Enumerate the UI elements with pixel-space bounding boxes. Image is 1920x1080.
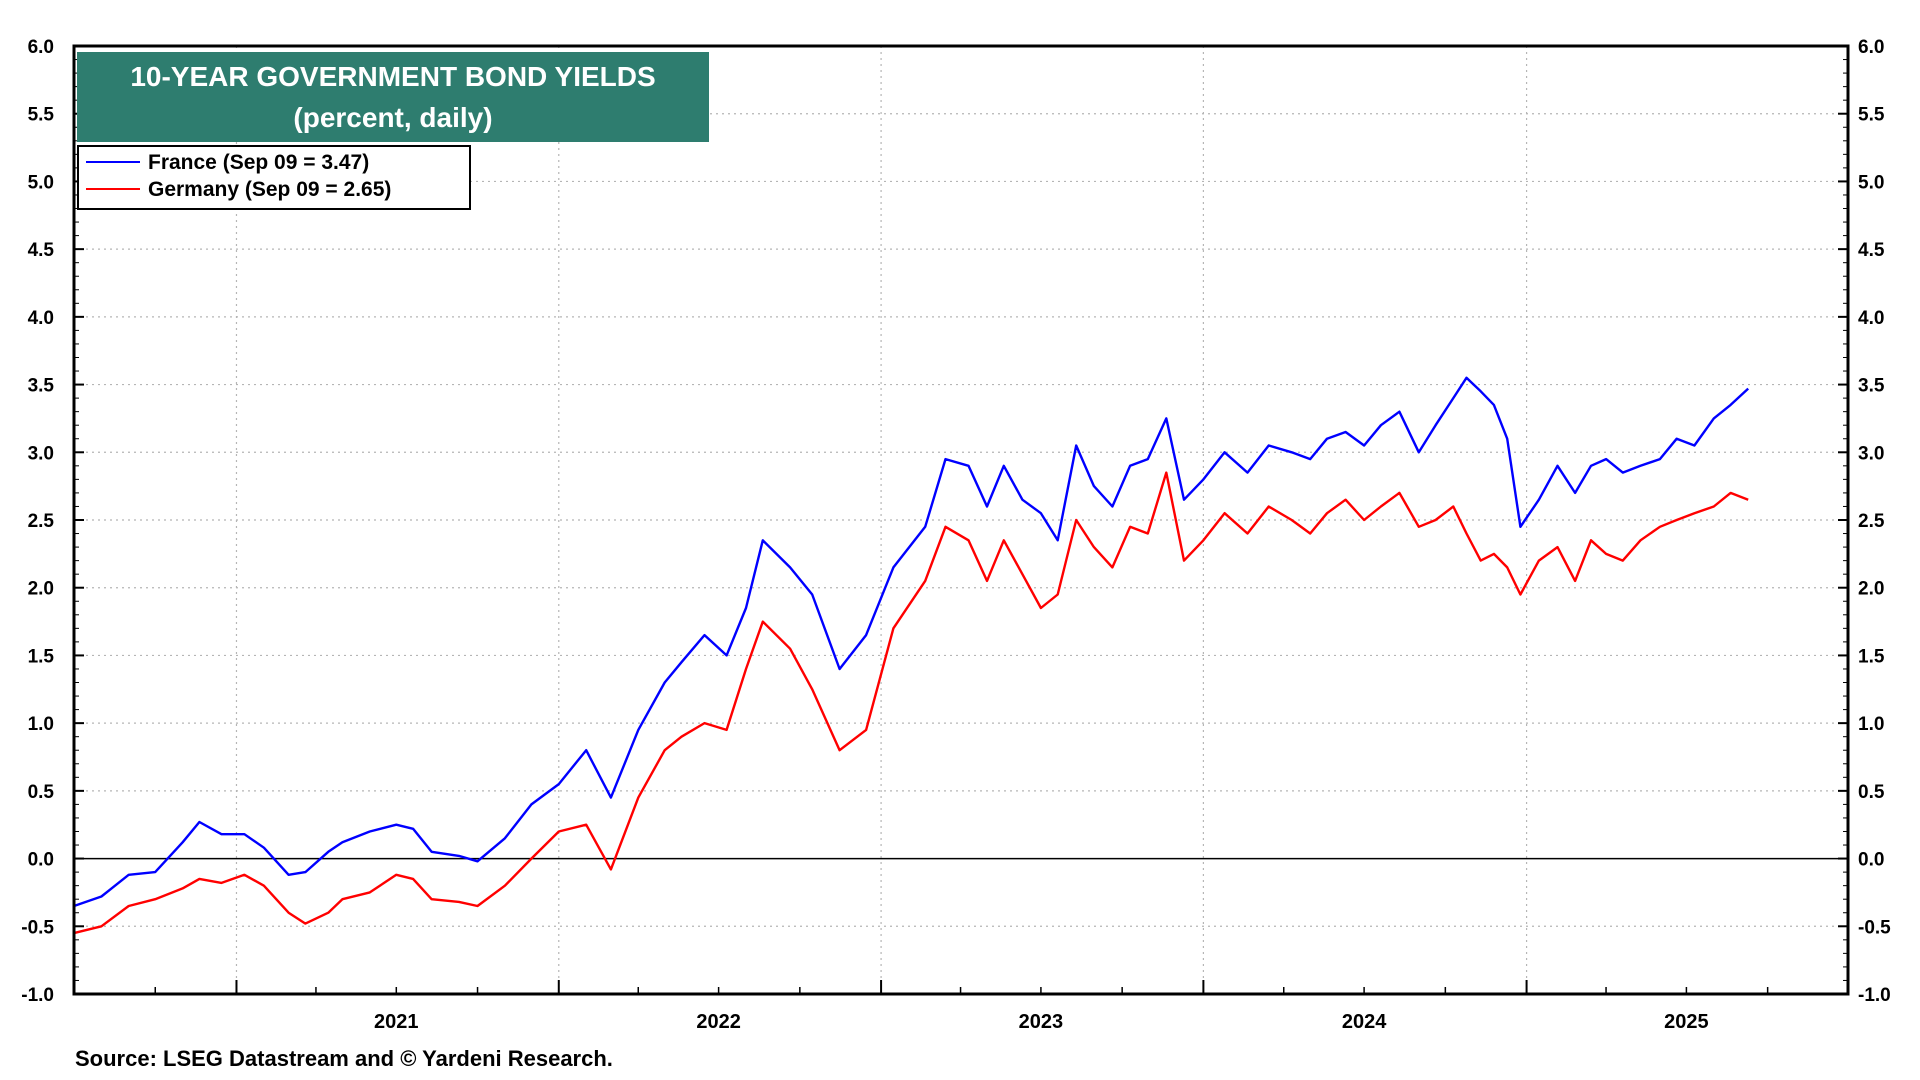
y-tick-label-left: 5.0 — [28, 172, 54, 193]
y-tick-label-left: 6.0 — [28, 37, 54, 58]
y-tick-label-right: 2.0 — [1858, 579, 1884, 600]
y-tick-label-left: 2.0 — [28, 579, 54, 600]
y-tick-label-left: 1.0 — [28, 714, 54, 735]
y-tick-label-right: 2.5 — [1858, 511, 1885, 532]
y-tick-label-right: -0.5 — [1858, 917, 1891, 938]
y-tick-label-right: 4.0 — [1858, 308, 1884, 329]
y-tick-label-right: 1.5 — [1858, 646, 1885, 667]
chart-subtitle: (percent, daily) — [293, 102, 492, 133]
legend-box — [77, 145, 471, 210]
y-tick-label-left: 0.0 — [28, 850, 54, 871]
y-tick-label-right: 0.0 — [1858, 850, 1884, 871]
y-tick-label-left: -0.5 — [21, 917, 54, 938]
x-axis: 2021 2022 2023 2024 2025 — [154, 980, 1769, 1033]
plot-frame — [72, 44, 1850, 996]
y-tick-label-right: 1.0 — [1858, 714, 1884, 735]
y-tick-label-left: 5.5 — [28, 105, 55, 126]
y-axis-left: 6.0 5.5 5.0 4.5 4.0 3.5 3.0 2.5 2.0 1.5 1.0 0.5 0.0 -… — [21, 37, 84, 1006]
y-tick-label-right: -1.0 — [1858, 985, 1891, 1006]
y-tick-label-right: 3.5 — [1858, 376, 1885, 397]
grid — [74, 46, 1848, 994]
y-tick-label-left: 1.5 — [28, 646, 55, 667]
x-tick-label: 2023 — [1019, 1011, 1064, 1033]
y-tick-label-right: 5.0 — [1858, 172, 1884, 193]
y-tick-label-left: 3.0 — [28, 443, 54, 464]
legend: France (Sep 09 = 3.47) Germany (Sep 09 =… — [77, 145, 471, 210]
y-tick-label-left: 0.5 — [28, 782, 55, 803]
y-axis-right: 6.0 5.5 5.0 4.5 4.0 3.5 3.0 2.5 2.0 1.5 1.0 0.5 0.0 -… — [1838, 37, 1891, 1006]
y-tick-label-left: 4.0 — [28, 308, 54, 329]
legend-label-germany: Germany (Sep 09 = 2.65) — [148, 178, 391, 201]
y-tick-label-right: 6.0 — [1858, 37, 1884, 58]
y-tick-label-right: 0.5 — [1858, 782, 1885, 803]
title-box: 10-YEAR GOVERNMENT BOND YIELDS (percent,… — [77, 52, 709, 142]
series-line-germany — [73, 471, 1749, 935]
x-tick-label: 2024 — [1342, 1011, 1387, 1033]
source-note: Source: LSEG Datastream and © Yardeni Re… — [75, 1046, 613, 1071]
x-tick-label: 2021 — [374, 1011, 419, 1033]
y-tick-label-right: 4.5 — [1858, 240, 1885, 261]
series-group — [73, 376, 1750, 935]
x-tick-label: 2022 — [696, 1011, 741, 1033]
title-background — [77, 52, 709, 142]
y-tick-label-left: 2.5 — [28, 511, 55, 532]
y-tick-label-right: 3.0 — [1858, 443, 1884, 464]
legend-label-france: France (Sep 09 = 3.47) — [148, 151, 369, 174]
chart-title: 10-YEAR GOVERNMENT BOND YIELDS — [130, 61, 655, 92]
y-tick-label-left: -1.0 — [21, 985, 54, 1006]
x-tick-label: 2025 — [1664, 1011, 1709, 1033]
y-tick-label-left: 3.5 — [28, 376, 55, 397]
y-tick-label-right: 5.5 — [1858, 105, 1885, 126]
y-tick-label-left: 4.5 — [28, 240, 55, 261]
series-line-france — [73, 376, 1750, 908]
